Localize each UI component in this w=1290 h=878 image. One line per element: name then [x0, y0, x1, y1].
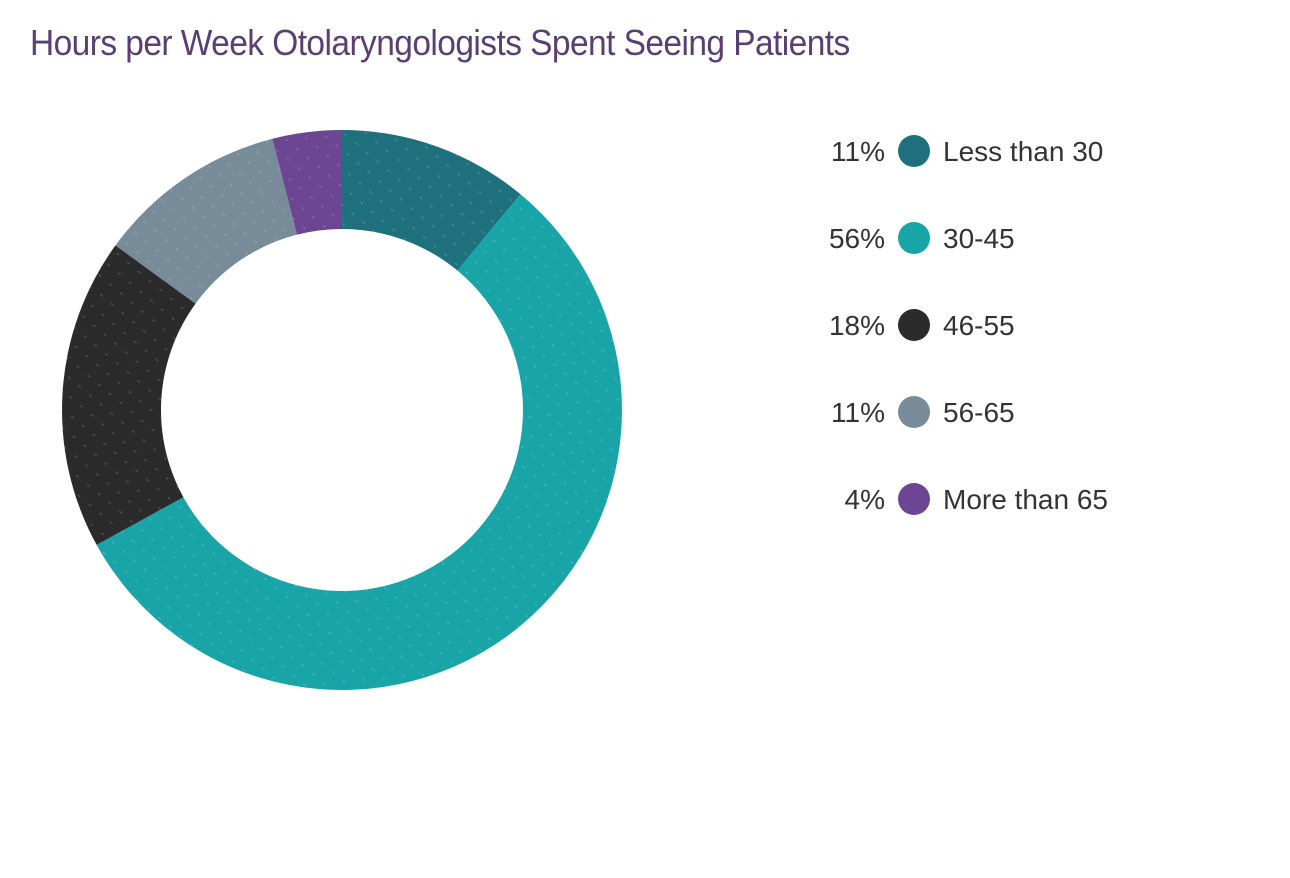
legend-value: 56% [828, 223, 885, 254]
slice-texture-less-than-30 [342, 130, 521, 271]
legend-value: 11% [831, 136, 885, 167]
donut-texture [61, 130, 622, 690]
legend-label: Less than 30 [943, 136, 1104, 167]
legend-swatch [898, 483, 930, 515]
legend-item-less-than-30: 11% Less than 30 [780, 130, 1200, 170]
legend-swatch [898, 222, 930, 254]
legend-item-56-65: 11% 56-65 [780, 391, 1200, 431]
slice-texture-56-65 [115, 138, 297, 304]
legend-label: 46-55 [943, 310, 1015, 341]
legend-item-30-45: 56% 30-45 [780, 217, 1200, 257]
legend-value: 4% [844, 484, 885, 515]
legend-item-more-than-65: 4% More than 65 [780, 478, 1200, 518]
legend-label: 30-45 [943, 223, 1015, 254]
legend-item-46-55: 18% 46-55 [780, 304, 1200, 344]
chart-title: Hours per Week Otolaryngologists Spent S… [30, 22, 850, 63]
slice-texture-30-45 [96, 194, 622, 690]
legend-value: 18% [828, 310, 885, 341]
legend-swatch [898, 396, 930, 428]
slice-texture-more-than-65 [272, 130, 342, 235]
legend-value: 11% [831, 397, 885, 428]
legend-swatch [898, 309, 930, 341]
donut-chart [61, 130, 622, 690]
slice-texture-46-55 [61, 245, 196, 545]
legend-label: 56-65 [943, 397, 1015, 428]
legend-swatch [898, 135, 930, 167]
legend-label: More than 65 [943, 484, 1108, 515]
